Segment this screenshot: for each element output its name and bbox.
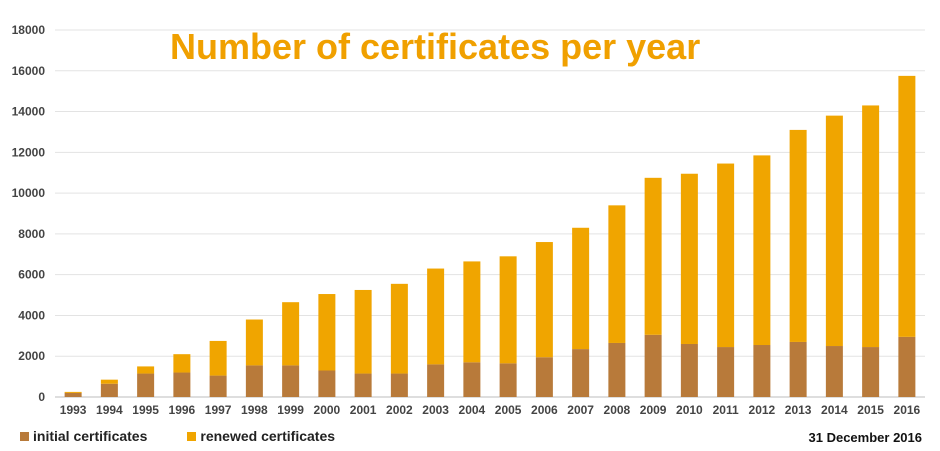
y-tick-label: 16000 bbox=[12, 64, 46, 78]
y-tick-label: 2000 bbox=[18, 349, 45, 363]
bar-initial bbox=[427, 364, 445, 397]
bar-initial bbox=[862, 347, 880, 397]
x-tick-label: 2016 bbox=[894, 403, 921, 417]
x-tick-label: 2010 bbox=[676, 403, 703, 417]
x-tick-label: 2015 bbox=[857, 403, 884, 417]
bar-renewed bbox=[427, 268, 445, 365]
bar-renewed bbox=[572, 227, 590, 350]
legend-item-initial: initial certificates bbox=[20, 428, 147, 444]
x-tick-label: 2013 bbox=[785, 403, 812, 417]
x-tick-label: 2001 bbox=[350, 403, 377, 417]
legend-label-renewed: renewed certificates bbox=[200, 428, 336, 444]
bar-renewed bbox=[354, 289, 372, 374]
bar-renewed bbox=[64, 391, 82, 393]
y-tick-label: 4000 bbox=[18, 308, 45, 322]
bar-renewed bbox=[644, 177, 662, 335]
bar-initial bbox=[100, 383, 118, 397]
x-tick-label: 1999 bbox=[277, 403, 304, 417]
bar-initial bbox=[680, 343, 698, 397]
y-tick-label: 8000 bbox=[18, 227, 45, 241]
y-tick-label: 10000 bbox=[12, 186, 46, 200]
bar-initial bbox=[499, 363, 517, 397]
legend: initial certificates renewed certificate… bbox=[20, 428, 375, 444]
bar-renewed bbox=[463, 261, 481, 363]
bar-renewed bbox=[535, 242, 553, 358]
x-tick-label: 2006 bbox=[531, 403, 558, 417]
bar-initial bbox=[173, 372, 191, 397]
bar-renewed bbox=[789, 129, 807, 342]
bar-initial bbox=[282, 365, 300, 397]
x-tick-label: 2007 bbox=[567, 403, 594, 417]
bar-renewed bbox=[100, 379, 118, 384]
x-tick-label: 1996 bbox=[169, 403, 196, 417]
x-tick-label: 1995 bbox=[132, 403, 159, 417]
bar-renewed bbox=[825, 115, 843, 347]
bar-renewed bbox=[173, 354, 191, 373]
bar-renewed bbox=[680, 173, 698, 344]
x-tick-label: 1993 bbox=[60, 403, 87, 417]
bar-initial bbox=[898, 336, 916, 397]
legend-swatch-renewed bbox=[187, 431, 197, 441]
x-tick-label: 1997 bbox=[205, 403, 232, 417]
chart-title: Number of certificates per year bbox=[170, 26, 701, 67]
bar-initial bbox=[318, 370, 336, 397]
bar-initial bbox=[825, 346, 843, 397]
x-tick-label: 2000 bbox=[314, 403, 341, 417]
x-tick-label: 2012 bbox=[749, 403, 776, 417]
bar-initial bbox=[644, 334, 662, 397]
bar-renewed bbox=[862, 105, 880, 348]
y-tick-label: 12000 bbox=[12, 145, 46, 159]
bar-renewed bbox=[898, 75, 916, 337]
bar-renewed bbox=[499, 256, 517, 364]
legend-item-renewed: renewed certificates bbox=[187, 428, 335, 444]
bar-initial bbox=[753, 345, 771, 397]
bar-renewed bbox=[209, 340, 227, 376]
bar-renewed bbox=[137, 366, 155, 374]
bar-renewed bbox=[753, 155, 771, 346]
bar-initial bbox=[608, 342, 626, 397]
bar-initial bbox=[245, 365, 263, 397]
x-tick-label: 1998 bbox=[241, 403, 268, 417]
y-tick-label: 18000 bbox=[12, 23, 46, 37]
x-tick-label: 2005 bbox=[495, 403, 522, 417]
bar-initial bbox=[572, 349, 590, 397]
x-tick-label: 1994 bbox=[96, 403, 123, 417]
x-tick-label: 2008 bbox=[604, 403, 631, 417]
x-tick-label: 2009 bbox=[640, 403, 667, 417]
bar-renewed bbox=[318, 294, 336, 371]
bar-initial bbox=[390, 373, 408, 397]
legend-label-initial: initial certificates bbox=[33, 428, 148, 444]
bar-initial bbox=[535, 357, 553, 397]
bar-initial bbox=[789, 341, 807, 397]
bar-initial bbox=[463, 362, 481, 397]
y-tick-label: 14000 bbox=[12, 105, 46, 119]
bar-initial bbox=[717, 347, 735, 397]
bar-renewed bbox=[390, 283, 408, 374]
bar-renewed bbox=[717, 163, 735, 348]
legend-swatch-initial bbox=[20, 431, 29, 441]
y-tick-label: 6000 bbox=[18, 268, 45, 282]
bar-renewed bbox=[608, 205, 626, 343]
x-tick-label: 2014 bbox=[821, 403, 848, 417]
bar-renewed bbox=[245, 319, 263, 366]
y-tick-label: 0 bbox=[38, 390, 45, 404]
x-tick-label: 2011 bbox=[713, 403, 739, 417]
date-annotation: 31 December 2016 bbox=[808, 430, 922, 445]
bar-initial bbox=[137, 373, 155, 397]
bar-initial bbox=[64, 392, 82, 397]
x-tick-label: 2002 bbox=[386, 403, 413, 417]
x-tick-label: 2003 bbox=[422, 403, 449, 417]
bar-initial bbox=[354, 373, 372, 397]
x-tick-label: 2004 bbox=[459, 403, 486, 417]
bar-renewed bbox=[282, 302, 300, 366]
bar-initial bbox=[209, 375, 227, 397]
